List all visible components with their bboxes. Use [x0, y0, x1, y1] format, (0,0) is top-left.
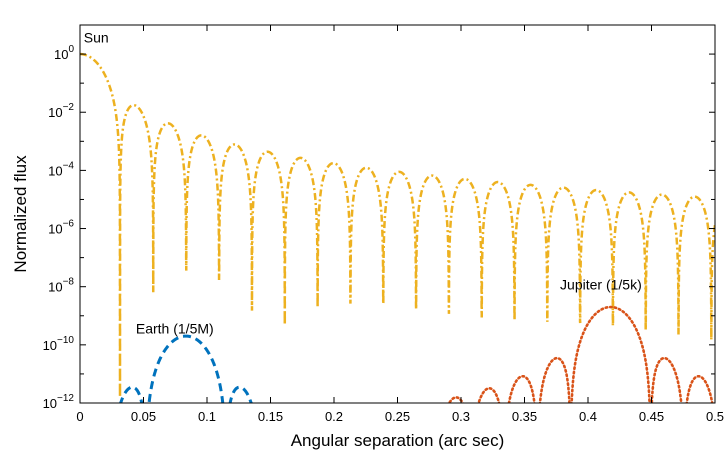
y-tick-exponent: −10 — [57, 335, 74, 346]
y-tick-label: 10−4 — [48, 160, 74, 178]
x-tick-label: 0.15 — [258, 409, 283, 424]
series-line-jupiter — [447, 305, 714, 403]
annotation-label: Sun — [84, 30, 109, 46]
y-tick-exponent: −12 — [57, 393, 74, 404]
series-line-sun — [80, 52, 715, 398]
x-tick-label: 0.35 — [512, 409, 537, 424]
y-tick-label: 10−12 — [43, 393, 75, 411]
x-tick-label: 0.5 — [706, 409, 724, 424]
y-tick-exponent: −6 — [63, 219, 75, 230]
y-tick-base: 10 — [54, 47, 68, 62]
x-tick-label: 0 — [76, 409, 83, 424]
y-tick-exponent: −8 — [63, 277, 75, 288]
series-line-earth — [119, 334, 253, 403]
labels-layer: 0 0.05 0.1 0.15 0.2 0.25 0.3 0.35 0.4 0.45 0.51001… — [43, 30, 724, 424]
y-tick-exponent: −2 — [63, 102, 75, 113]
x-tick-label: 0.1 — [198, 409, 216, 424]
y-tick-base: 10 — [43, 396, 57, 411]
plot-frame — [79, 24, 716, 404]
y-tick-base: 10 — [48, 280, 62, 295]
x-tick-label: 0.45 — [639, 409, 664, 424]
y-tick-exponent: 0 — [68, 44, 74, 55]
y-tick-label: 10−6 — [48, 219, 74, 237]
x-tick-label: 0.4 — [579, 409, 597, 424]
x-tick-label: 0.05 — [131, 409, 156, 424]
x-tick-label: 0.25 — [385, 409, 410, 424]
annotation-label: Jupiter (1/5k) — [560, 277, 642, 293]
y-tick-base: 10 — [43, 338, 57, 353]
y-tick-exponent: −4 — [63, 160, 75, 171]
x-tick-label: 0.3 — [452, 409, 470, 424]
y-tick-label: 100 — [54, 44, 74, 62]
y-tick-label: 10−10 — [43, 335, 75, 353]
annotation-label: Earth (1/5M) — [136, 320, 214, 336]
y-axis-label: Normalized flux — [11, 155, 30, 273]
y-tick-base: 10 — [48, 163, 62, 178]
y-tick-base: 10 — [48, 105, 62, 120]
ticks-layer — [79, 24, 716, 404]
y-tick-label: 10−8 — [48, 277, 74, 295]
y-tick-label: 10−2 — [48, 102, 74, 120]
y-tick-base: 10 — [48, 222, 62, 237]
x-axis-label: Angular separation (arc sec) — [291, 431, 505, 450]
x-tick-label: 0.2 — [325, 409, 343, 424]
series-layer — [80, 52, 715, 403]
